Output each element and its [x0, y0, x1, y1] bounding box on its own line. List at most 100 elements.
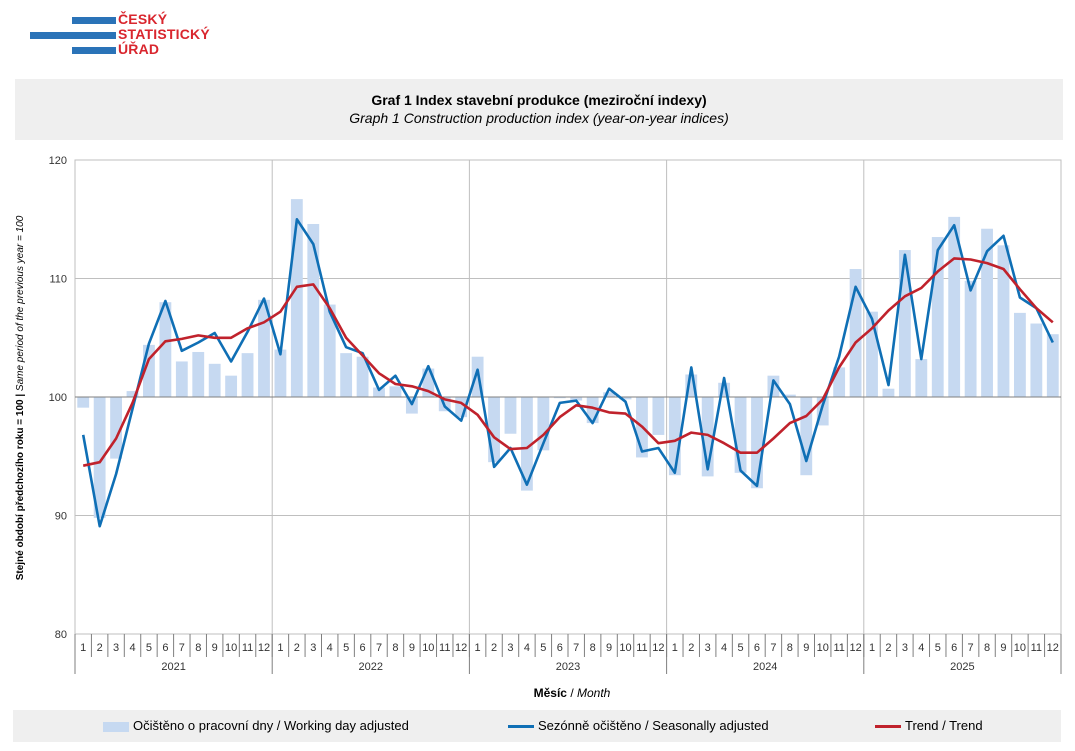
x-tick-label-month: 2 — [491, 642, 497, 654]
x-tick-label-month: 1 — [475, 642, 481, 654]
legend-label-trend: Trend / Trend — [905, 718, 983, 733]
bar-working-day-adjusted — [290, 199, 303, 397]
x-tick-label-month: 7 — [573, 642, 579, 654]
logo-bar — [72, 17, 116, 24]
bar-working-day-adjusted — [685, 374, 698, 397]
bar-working-day-adjusted — [701, 397, 714, 477]
y-axis-label-sep: | — [15, 391, 26, 399]
x-tick-label-month: 12 — [1047, 642, 1059, 654]
bar-working-day-adjusted — [340, 353, 353, 397]
bar-working-day-adjusted — [455, 397, 468, 418]
x-tick-label-month: 3 — [507, 642, 513, 654]
x-tick-label-month: 4 — [129, 642, 135, 654]
bar-working-day-adjusted — [931, 237, 944, 397]
x-tick-label-month: 4 — [918, 642, 924, 654]
x-tick-label-month: 9 — [212, 642, 218, 654]
x-tick-label-month: 6 — [557, 642, 563, 654]
x-tick-label-month: 5 — [343, 642, 349, 654]
x-tick-label-month: 10 — [817, 642, 829, 654]
bar-working-day-adjusted — [915, 359, 928, 397]
bar-working-day-adjusted — [800, 397, 813, 476]
y-tick-label: 90 — [55, 511, 67, 523]
x-tick-label-month: 7 — [968, 642, 974, 654]
x-tick-label-month: 3 — [705, 642, 711, 654]
legend-label-seasonal: Sezónně očištěno / Seasonally adjusted — [538, 718, 769, 733]
x-tick-label-month: 8 — [787, 642, 793, 654]
bar-working-day-adjusted — [93, 397, 106, 518]
bar-working-day-adjusted — [192, 351, 205, 397]
x-tick-label-month: 5 — [737, 642, 743, 654]
bar-working-day-adjusted — [274, 349, 287, 397]
y-axis-label-cz: Stejné období předchozího roku = 100 — [15, 399, 26, 580]
x-tick-label-month: 2 — [688, 642, 694, 654]
x-tick-label-month: 8 — [984, 642, 990, 654]
x-tick-label-month: 3 — [902, 642, 908, 654]
bar-working-day-adjusted — [356, 356, 369, 397]
x-tick-label-year: 2021 — [161, 661, 185, 673]
x-axis-label: Měsíc / Month — [534, 686, 611, 700]
bar-working-day-adjusted — [77, 397, 90, 408]
x-axis-label-cz: Měsíc — [534, 686, 568, 700]
bar-working-day-adjusted — [668, 397, 681, 476]
x-tick-label-month: 7 — [770, 642, 776, 654]
x-tick-label-month: 12 — [258, 642, 270, 654]
line-seasonally-adjusted — [81, 218, 1054, 528]
logo-text: ČESKÝ STATISTICKÝ ÚŘAD — [118, 12, 210, 57]
legend: Očištěno o pracovní dny / Working day ad… — [13, 710, 1061, 742]
x-tick-label-year: 2022 — [359, 661, 383, 673]
bar-working-day-adjusted — [389, 386, 402, 397]
x-tick-label-month: 10 — [422, 642, 434, 654]
bar-working-day-adjusted — [981, 228, 993, 397]
bar-working-day-adjusted — [603, 392, 615, 397]
bar-working-day-adjusted — [619, 397, 632, 400]
x-tick-label-month: 2 — [97, 642, 103, 654]
x-tick-label-month: 11 — [833, 642, 844, 654]
csu-logo: ČESKÝ STATISTICKÝ ÚŘAD — [28, 12, 228, 62]
bar-working-day-adjusted — [504, 397, 517, 434]
x-tick-label-month: 1 — [277, 642, 283, 654]
y-axis-label: Stejné období předchozího roku = 100 | S… — [15, 215, 26, 580]
x-tick-label-month: 6 — [951, 642, 957, 654]
logo-line-3: ÚŘAD — [118, 41, 160, 57]
bar-working-day-adjusted — [553, 397, 566, 399]
bar-working-day-adjusted — [948, 216, 961, 397]
bar-working-day-adjusted — [783, 394, 796, 397]
x-tick-label-month: 6 — [360, 642, 366, 654]
x-tick-label-month: 11 — [1031, 642, 1042, 654]
bar-working-day-adjusted — [718, 382, 731, 397]
legend-swatch-seasonal — [508, 725, 534, 729]
x-tick-label-month: 12 — [652, 642, 664, 654]
bar-working-day-adjusted — [652, 397, 665, 435]
x-tick-label-month: 1 — [672, 642, 678, 654]
y-tick-label: 80 — [55, 629, 67, 641]
x-tick-label-month: 12 — [455, 642, 467, 654]
legend-item-seasonal: Sezónně očištěno / Seasonally adjusted — [508, 718, 769, 733]
line-series — [75, 218, 1061, 528]
bar-working-day-adjusted — [833, 367, 846, 397]
x-tick-label-month: 9 — [1000, 642, 1006, 654]
bar-working-day-adjusted — [307, 223, 320, 397]
bar-working-day-adjusted — [537, 397, 550, 451]
x-tick-label-month: 11 — [242, 642, 253, 654]
x-tick-label-year: 2023 — [556, 661, 580, 673]
x-tick-label-month: 8 — [590, 642, 596, 654]
bar-working-day-adjusted — [866, 311, 878, 397]
x-tick-label-month: 6 — [162, 642, 168, 654]
x-tick-label-year: 2025 — [950, 661, 974, 673]
bar-working-day-adjusted — [570, 397, 583, 401]
chart-subtitle: Graph 1 Construction production index (y… — [349, 110, 729, 126]
legend-item-trend: Trend / Trend — [875, 718, 983, 733]
x-axis-label-en: Month — [577, 686, 611, 700]
bar-working-day-adjusted — [816, 397, 829, 426]
bar-working-day-adjusted — [110, 397, 122, 459]
x-tick-label-month: 4 — [327, 642, 333, 654]
bar-working-day-adjusted — [422, 368, 435, 397]
x-tick-label-month: 1 — [80, 642, 86, 654]
legend-swatch-bar — [103, 721, 129, 732]
x-tick-label-month: 7 — [179, 642, 185, 654]
y-tick-label: 100 — [49, 392, 67, 404]
chart-title-box: Graf 1 Index stavební produkce (meziročn… — [15, 79, 1063, 140]
x-tick-label-month: 9 — [606, 642, 612, 654]
